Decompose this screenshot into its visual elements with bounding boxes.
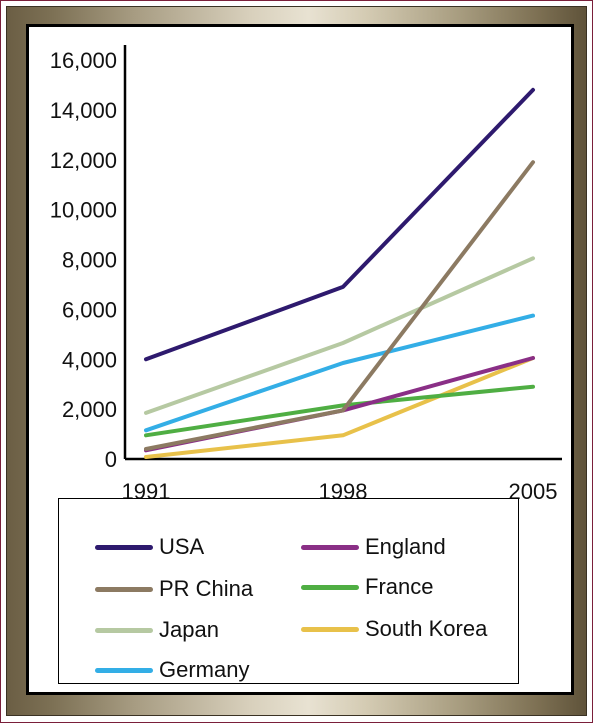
- legend-item-usa: USA: [95, 534, 205, 559]
- legend-item-england: England: [301, 534, 446, 559]
- legend-swatch-japan: [95, 627, 153, 633]
- y-tick-label: 2,000: [62, 397, 117, 422]
- y-tick-label: 14,000: [50, 98, 117, 123]
- series-line-germany: [144, 313, 535, 433]
- y-tick-label: 8,000: [62, 248, 117, 273]
- legend-item-germany: Germany: [95, 657, 250, 682]
- legend-swatch-south-korea: [301, 626, 359, 632]
- legend-label-japan: Japan: [159, 617, 219, 642]
- legend: USA England PR China France Japan South …: [58, 498, 519, 684]
- legend-swatch-france: [301, 584, 359, 590]
- legend-item-japan: Japan: [95, 617, 219, 642]
- series-line-france: [144, 384, 535, 438]
- y-tick-labels: 0 2,000 4,000 6,000 8,000 10,000 12,000 14,000 1…: [50, 48, 117, 472]
- legend-label-france: France: [365, 574, 434, 599]
- legend-label-usa: USA: [159, 534, 205, 559]
- legend-label-pr-china: PR China: [159, 576, 254, 601]
- y-tick-label: 16,000: [50, 48, 117, 73]
- series-line-usa: [144, 87, 535, 362]
- y-tick-label: 10,000: [50, 198, 117, 223]
- y-tick-label: 12,000: [50, 148, 117, 173]
- legend-swatch-germany: [95, 667, 153, 673]
- series-line-south-korea: [144, 356, 535, 459]
- legend-label-england: England: [365, 534, 446, 559]
- legend-label-south-korea: South Korea: [365, 616, 488, 641]
- series-lines: [144, 87, 535, 459]
- chart-axes: [123, 45, 562, 461]
- series-line-japan: [144, 256, 535, 415]
- legend-label-germany: Germany: [159, 657, 250, 682]
- legend-swatch-usa: [95, 544, 153, 550]
- series-line-pr-china: [144, 160, 535, 451]
- legend-item-south-korea: South Korea: [301, 616, 488, 641]
- legend-swatch-england: [301, 544, 359, 550]
- y-tick-label: 0: [105, 447, 117, 472]
- y-tick-label: 4,000: [62, 347, 117, 372]
- legend-swatch-pr-china: [95, 586, 153, 592]
- y-tick-label: 6,000: [62, 297, 117, 322]
- legend-item-pr-china: PR China: [95, 576, 254, 601]
- legend-item-france: France: [301, 574, 434, 599]
